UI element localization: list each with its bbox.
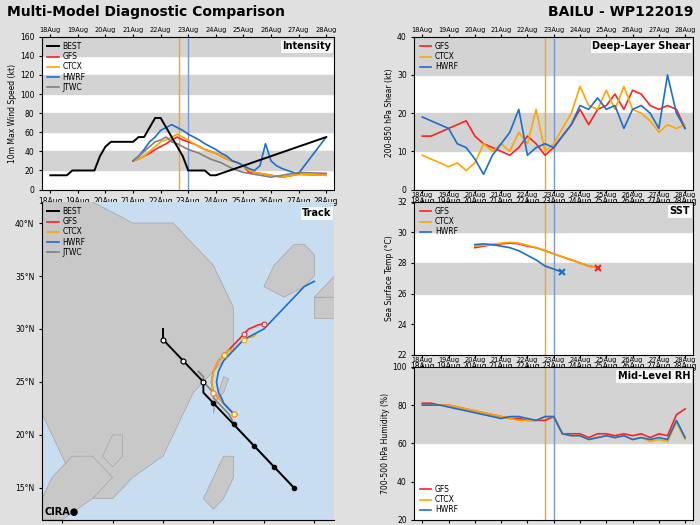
Legend: BEST, GFS, CTCX, HWRF, JTWC: BEST, GFS, CTCX, HWRF, JTWC [46,206,88,258]
Text: Intensity: Intensity [283,41,332,51]
Text: CIRA●: CIRA● [45,507,79,517]
Bar [414,367,693,405]
Polygon shape [314,266,355,297]
Bar [414,405,693,443]
Polygon shape [314,287,344,318]
Text: Multi-Model Diagnostic Comparison: Multi-Model Diagnostic Comparison [7,5,285,19]
Y-axis label: 10m Max Wind Speed (kt): 10m Max Wind Speed (kt) [8,64,17,163]
Bar [42,113,335,132]
Polygon shape [102,435,122,467]
Polygon shape [264,244,314,297]
Bar [414,202,693,233]
Polygon shape [204,456,234,509]
Legend: GFS, CTCX, HWRF: GFS, CTCX, HWRF [419,484,460,516]
Bar [414,113,693,151]
Text: SST: SST [670,206,690,216]
Polygon shape [214,376,229,414]
Polygon shape [42,456,113,520]
Y-axis label: Sea Surface Temp (°C): Sea Surface Temp (°C) [385,235,394,321]
Polygon shape [42,202,234,499]
Text: BAILU - WP122019: BAILU - WP122019 [547,5,693,19]
Legend: GFS, CTCX, HWRF: GFS, CTCX, HWRF [419,206,460,238]
Bar [42,37,335,56]
Legend: BEST, GFS, CTCX, HWRF, JTWC: BEST, GFS, CTCX, HWRF, JTWC [46,40,88,93]
Y-axis label: 200-850 hPa Shear (kt): 200-850 hPa Shear (kt) [385,69,394,158]
Bar [414,263,693,293]
Bar [42,75,335,94]
Text: Deep-Layer Shear: Deep-Layer Shear [592,41,690,51]
Text: Mid-Level RH: Mid-Level RH [617,372,690,382]
Text: Track: Track [302,208,332,218]
Bar [414,37,693,75]
Y-axis label: 700-500 hPa Humidity (%): 700-500 hPa Humidity (%) [381,393,389,494]
Bar [42,151,335,171]
Legend: GFS, CTCX, HWRF: GFS, CTCX, HWRF [419,40,460,73]
